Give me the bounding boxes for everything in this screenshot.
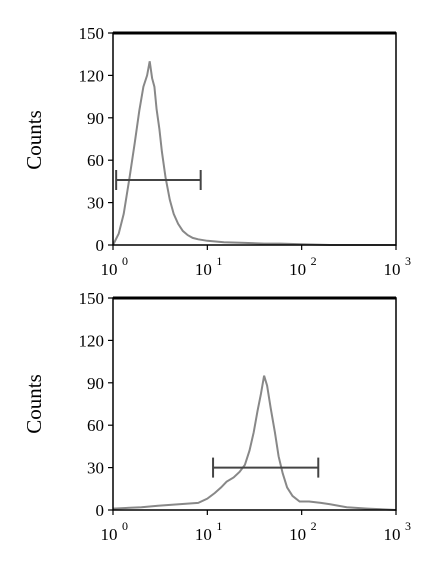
x-tick-exponent: 1 [216,254,222,268]
y-tick-label: 0 [96,236,105,255]
x-tick-label: 10 [101,525,118,544]
x-tick-label: 10 [195,525,212,544]
x-tick-label: 10 [101,260,118,279]
x-tick-exponent: 0 [122,519,128,533]
x-tick-label: 10 [289,525,306,544]
x-tick-label: 10 [384,525,401,544]
y-tick-label: 60 [87,151,104,170]
plot-frame [112,297,397,511]
x-tick-label: 10 [195,260,212,279]
y-tick-label: 120 [79,66,105,85]
y-tick-label: 150 [79,289,105,308]
histogram-line [112,61,396,246]
x-tick-exponent: 2 [311,519,317,533]
plot-frame [112,32,397,246]
x-ticks: 10 0 10 1 10 2 10 3 [101,510,411,544]
y-tick-label: 90 [87,109,104,128]
y-ticks: 0 30 60 90 120 150 [79,289,113,520]
y-tick-label: 60 [87,416,104,435]
y-tick-label: 120 [79,331,105,350]
y-tick-label: 30 [87,459,104,478]
x-tick-label: 10 [289,260,306,279]
x-tick-exponent: 0 [122,254,128,268]
x-tick-exponent: 2 [311,254,317,268]
histogram-line [112,375,397,511]
y-tick-label: 150 [79,24,105,43]
y-ticks: 0 30 60 90 120 150 [79,24,113,255]
y-tick-label: 30 [87,194,104,213]
x-tick-exponent: 3 [405,254,411,268]
x-ticks: 10 0 10 1 10 2 10 3 [101,245,411,279]
y-axis-label: Counts [22,110,46,170]
y-tick-label: 0 [96,501,105,520]
x-tick-exponent: 3 [405,519,411,533]
x-tick-label: 10 [384,260,401,279]
chart-top: Counts 0 30 60 90 120 150 10 0 10 1 10 2 10 3 [22,24,411,279]
x-tick-exponent: 1 [216,519,222,533]
y-tick-label: 90 [87,374,104,393]
chart-bottom: Counts 0 30 60 90 120 150 10 0 10 1 10 2 10 3 [22,289,411,544]
y-axis-label: Counts [22,374,46,434]
